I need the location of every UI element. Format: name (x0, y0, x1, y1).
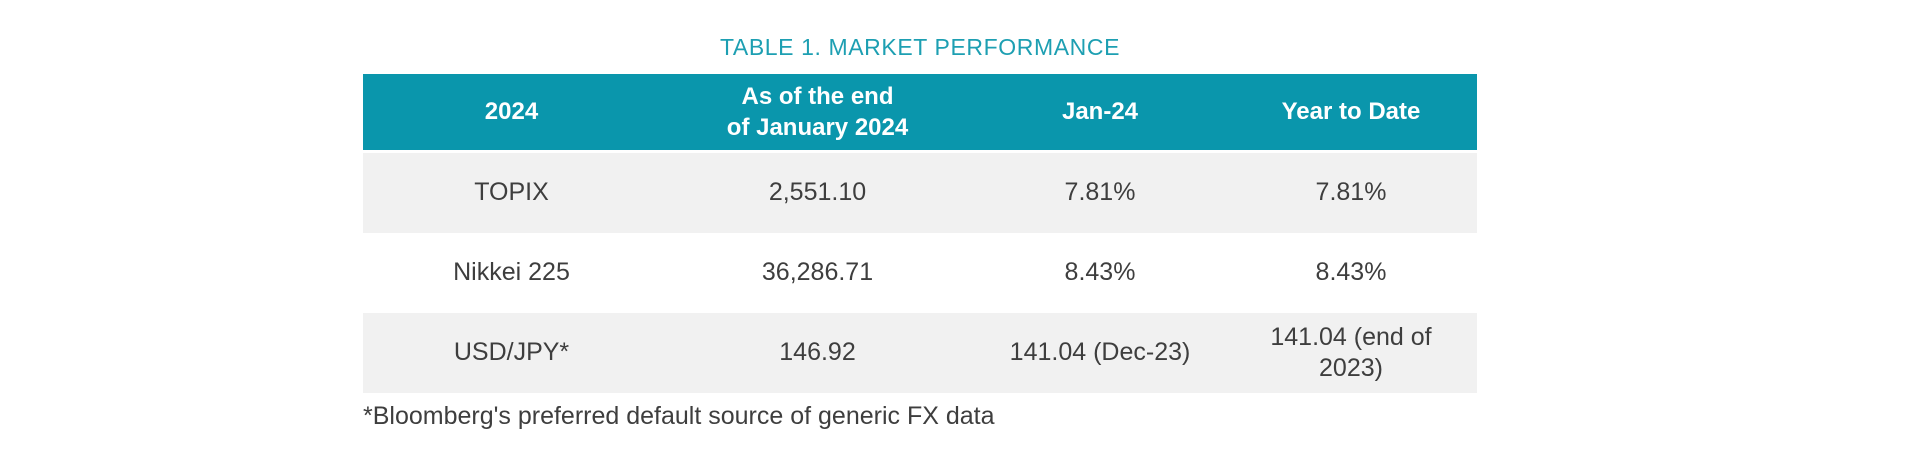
column-header-as-of-end: As of the end of January 2024 (660, 74, 975, 153)
row-label-usdjpy: USD/JPY* (363, 313, 660, 393)
topix-jan24: 7.81% (975, 153, 1225, 233)
column-header-jan-24: Jan-24 (975, 74, 1225, 153)
topix-level: 2,551.10 (660, 153, 975, 233)
market-performance-table-block: TABLE 1. MARKET PERFORMANCE 2024 As of t… (363, 34, 1477, 431)
row-label-topix: TOPIX (363, 153, 660, 233)
topix-ytd: 7.81% (1225, 153, 1477, 233)
nikkei-level: 36,286.71 (761, 258, 874, 287)
usdjpy-level: 146.92 (660, 313, 975, 393)
row-label-nikkei: Nikkei 225 (453, 258, 570, 287)
market-performance-table: 2024 As of the end of January 2024 Jan-2… (363, 74, 1477, 393)
usdjpy-jan24: 141.04 (Dec-23) (975, 313, 1225, 393)
column-header-year: 2024 (363, 74, 660, 153)
nikkei-jan24: 8.43% (1064, 258, 1136, 287)
usdjpy-ytd: 141.04 (end of 2023) (1225, 313, 1477, 393)
table-title: TABLE 1. MARKET PERFORMANCE (719, 34, 1121, 60)
column-header-year-to-date: Year to Date (1225, 74, 1477, 153)
nikkei-ytd: 8.43% (1315, 258, 1387, 287)
bloomberg-footnote: *Bloomberg's preferred default source of… (363, 402, 995, 430)
